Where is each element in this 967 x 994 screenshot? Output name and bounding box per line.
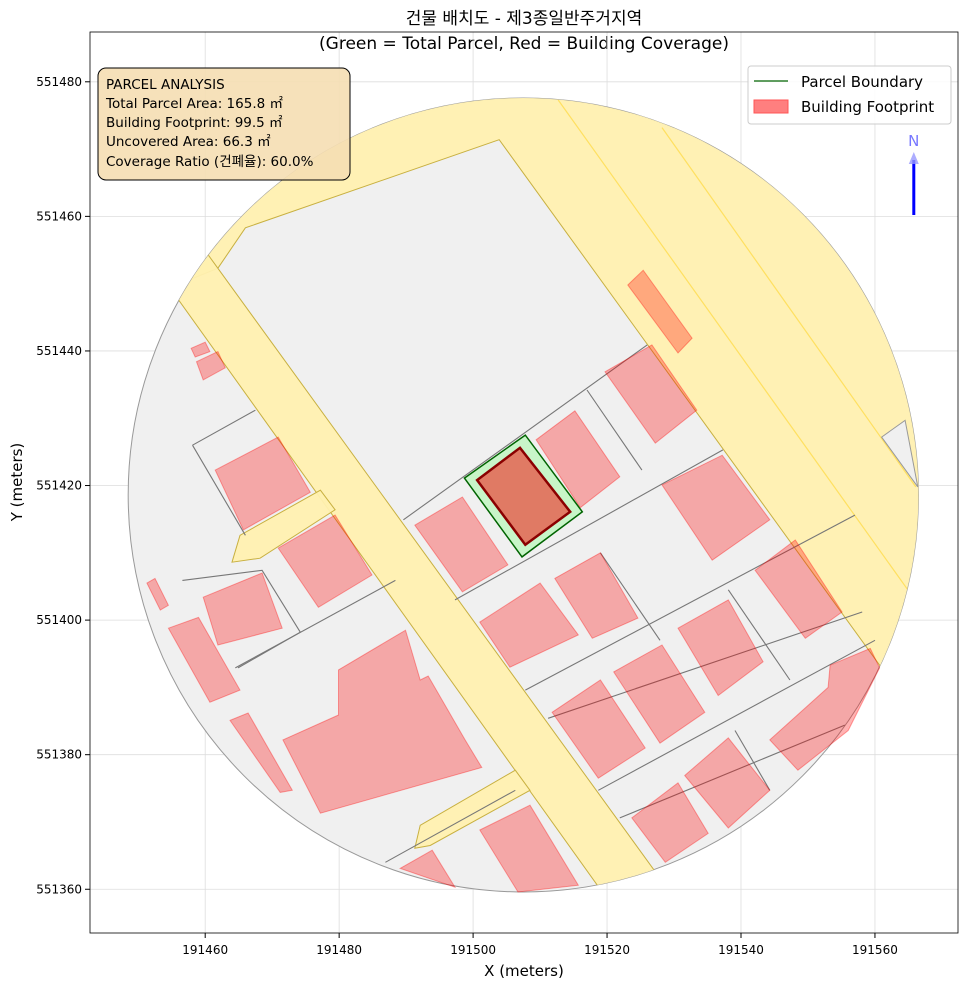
x-tick-label: 191520 bbox=[584, 943, 630, 957]
parcel-lines bbox=[182, 344, 876, 863]
y-tick-label: 551400 bbox=[36, 613, 82, 627]
building-footprint bbox=[398, 849, 457, 889]
x-ticks: 191460 191480 191500 191520 191540 191560 bbox=[182, 933, 898, 957]
road-polygon bbox=[414, 769, 531, 849]
x-tick-label: 191480 bbox=[316, 943, 362, 957]
y-axis-label: Y (meters) bbox=[8, 443, 26, 523]
legend: Parcel Boundary Building Footprint bbox=[747, 65, 952, 125]
x-tick-label: 191500 bbox=[450, 943, 496, 957]
building-footprint bbox=[631, 782, 709, 863]
parcel-line bbox=[403, 344, 648, 521]
analysis-box: PARCEL ANALYSIS Total Parcel Area: 165.8… bbox=[97, 67, 351, 181]
analysis-title: PARCEL ANALYSIS bbox=[106, 77, 225, 93]
target-building bbox=[475, 446, 572, 547]
area-patch bbox=[880, 419, 919, 488]
x-tick-label: 191540 bbox=[718, 943, 764, 957]
building-footprint bbox=[661, 454, 771, 561]
building-footprint bbox=[479, 582, 580, 668]
x-axis-label: X (meters) bbox=[484, 962, 564, 980]
chart-title-line1: 건물 배치도 - 제3종일반주거지역 bbox=[406, 9, 642, 29]
building-footprint bbox=[612, 644, 706, 744]
x-tick-label: 191460 bbox=[182, 943, 228, 957]
y-tick-label: 551460 bbox=[36, 209, 82, 223]
building-footprint bbox=[627, 269, 693, 354]
parcel-line bbox=[454, 449, 724, 601]
parcel-line bbox=[598, 639, 876, 791]
building-footprint bbox=[195, 350, 226, 381]
building-footprint bbox=[414, 496, 509, 593]
building-footprint bbox=[282, 629, 483, 814]
parcel-line bbox=[599, 552, 661, 641]
x-tick-label: 191560 bbox=[852, 943, 898, 957]
legend-building-label: Building Footprint bbox=[801, 98, 934, 116]
legend-building-patch bbox=[753, 99, 789, 114]
parcel-line bbox=[619, 724, 846, 819]
parcel-line bbox=[192, 444, 246, 536]
building-footprint bbox=[551, 679, 646, 779]
north-label: N bbox=[908, 132, 919, 150]
parcel-line bbox=[727, 589, 791, 681]
road-line bbox=[661, 127, 917, 488]
parcel-line bbox=[734, 730, 771, 791]
building-footprint bbox=[277, 514, 373, 608]
parcel-line bbox=[547, 611, 863, 719]
parcel-line bbox=[192, 409, 256, 446]
building-footprint bbox=[677, 599, 764, 697]
building-footprint bbox=[214, 436, 311, 531]
target-parcel-group bbox=[463, 434, 584, 558]
building-footprint bbox=[554, 552, 639, 639]
analysis-building-footprint: Building Footprint: 99.5 ㎡ bbox=[106, 115, 283, 131]
building-footprint bbox=[684, 737, 771, 829]
building-footprint bbox=[202, 572, 283, 646]
y-tick-label: 551360 bbox=[36, 882, 82, 896]
parcel-line bbox=[182, 569, 302, 669]
building-footprint bbox=[190, 341, 211, 358]
building-footprint bbox=[229, 712, 294, 793]
buildings bbox=[146, 269, 881, 893]
road-line bbox=[557, 99, 909, 591]
building-footprint bbox=[769, 647, 881, 771]
parcel-line bbox=[586, 389, 643, 471]
y-tick-label: 551380 bbox=[36, 748, 82, 762]
building-footprint bbox=[604, 344, 698, 444]
building-footprint bbox=[479, 804, 580, 893]
axes-frame bbox=[89, 31, 959, 934]
north-arrow: N bbox=[908, 132, 919, 215]
building-footprint bbox=[754, 539, 843, 639]
parcel-line bbox=[385, 789, 516, 863]
analysis-total-area: Total Parcel Area: 165.8 ㎡ bbox=[105, 96, 283, 112]
building-footprint bbox=[146, 577, 170, 611]
building-footprint bbox=[167, 616, 241, 703]
parcel-line bbox=[235, 579, 396, 669]
chart-title-line2: (Green = Total Parcel, Red = Building Co… bbox=[319, 34, 729, 54]
y-tick-label: 551480 bbox=[36, 75, 82, 89]
road-polygon bbox=[231, 489, 336, 563]
y-tick-label: 551440 bbox=[36, 344, 82, 358]
y-ticks: 551360 551380 551400 551420 551440 551460 5514… bbox=[36, 75, 90, 896]
analysis-uncovered-area: Uncovered Area: 66.3 ㎡ bbox=[106, 134, 271, 150]
y-tick-label: 551420 bbox=[36, 479, 82, 493]
road-polygon bbox=[128, 148, 738, 892]
building-footprint bbox=[535, 410, 621, 509]
legend-parcel-label: Parcel Boundary bbox=[801, 73, 923, 91]
north-arrow-icon bbox=[908, 152, 919, 164]
analysis-coverage-ratio: Coverage Ratio (건폐율): 60.0% bbox=[106, 154, 314, 170]
parcel-line bbox=[525, 514, 856, 691]
